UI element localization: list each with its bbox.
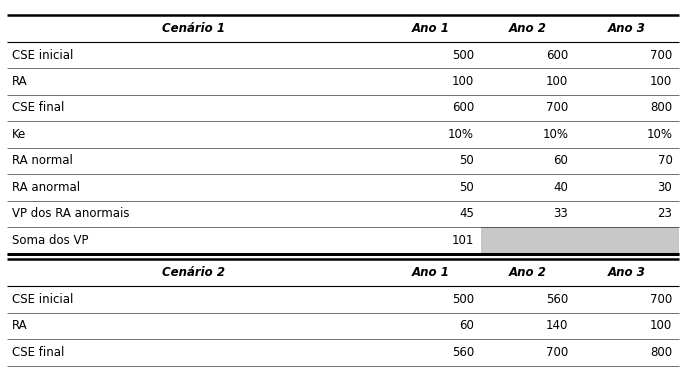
Text: Cenário 2: Cenário 2 xyxy=(162,266,225,279)
Text: 30: 30 xyxy=(658,181,672,194)
Text: RA: RA xyxy=(12,75,28,88)
Text: RA normal: RA normal xyxy=(12,154,73,167)
Text: Ano 1: Ano 1 xyxy=(412,22,449,35)
Text: 10%: 10% xyxy=(542,128,568,141)
Text: Ano 1: Ano 1 xyxy=(412,266,449,279)
Text: 101: 101 xyxy=(451,234,474,247)
Text: 100: 100 xyxy=(650,319,672,332)
Text: Soma dos VP: Soma dos VP xyxy=(12,234,88,247)
Text: CSE inicial: CSE inicial xyxy=(12,293,73,306)
Text: CSE inicial: CSE inicial xyxy=(12,48,73,61)
Text: 100: 100 xyxy=(650,75,672,88)
Text: 560: 560 xyxy=(452,346,474,359)
Text: 700: 700 xyxy=(546,101,568,114)
Text: Cenário 1: Cenário 1 xyxy=(162,22,225,35)
Text: Ano 2: Ano 2 xyxy=(509,22,547,35)
Text: 500: 500 xyxy=(452,293,474,306)
Text: 500: 500 xyxy=(452,48,474,61)
Text: 40: 40 xyxy=(554,181,568,194)
Bar xyxy=(481,227,575,253)
Text: 800: 800 xyxy=(650,346,672,359)
Text: 700: 700 xyxy=(546,346,568,359)
Text: 23: 23 xyxy=(658,207,672,220)
Text: RA: RA xyxy=(12,319,28,332)
Text: 600: 600 xyxy=(452,101,474,114)
Text: Ano 3: Ano 3 xyxy=(608,22,646,35)
Text: Ano 2: Ano 2 xyxy=(509,266,547,279)
Text: 100: 100 xyxy=(452,75,474,88)
Text: 800: 800 xyxy=(650,101,672,114)
Text: Ano 3: Ano 3 xyxy=(608,266,646,279)
Text: 560: 560 xyxy=(546,293,568,306)
Text: 60: 60 xyxy=(554,154,568,167)
Text: 700: 700 xyxy=(650,48,672,61)
Text: 10%: 10% xyxy=(448,128,474,141)
Text: Ke: Ke xyxy=(12,128,27,141)
Text: 50: 50 xyxy=(460,181,474,194)
Text: 45: 45 xyxy=(459,207,474,220)
Text: CSE final: CSE final xyxy=(12,346,64,359)
Text: VP dos RA anormais: VP dos RA anormais xyxy=(12,207,130,220)
Text: 60: 60 xyxy=(459,319,474,332)
Text: CSE final: CSE final xyxy=(12,101,64,114)
Text: 10%: 10% xyxy=(646,128,672,141)
Text: 33: 33 xyxy=(554,207,568,220)
Text: 100: 100 xyxy=(546,75,568,88)
Text: 700: 700 xyxy=(650,293,672,306)
Text: 140: 140 xyxy=(546,319,568,332)
Text: RA anormal: RA anormal xyxy=(12,181,80,194)
Text: 70: 70 xyxy=(658,154,672,167)
Text: 50: 50 xyxy=(460,154,474,167)
Bar xyxy=(575,227,679,253)
Text: 600: 600 xyxy=(546,48,568,61)
